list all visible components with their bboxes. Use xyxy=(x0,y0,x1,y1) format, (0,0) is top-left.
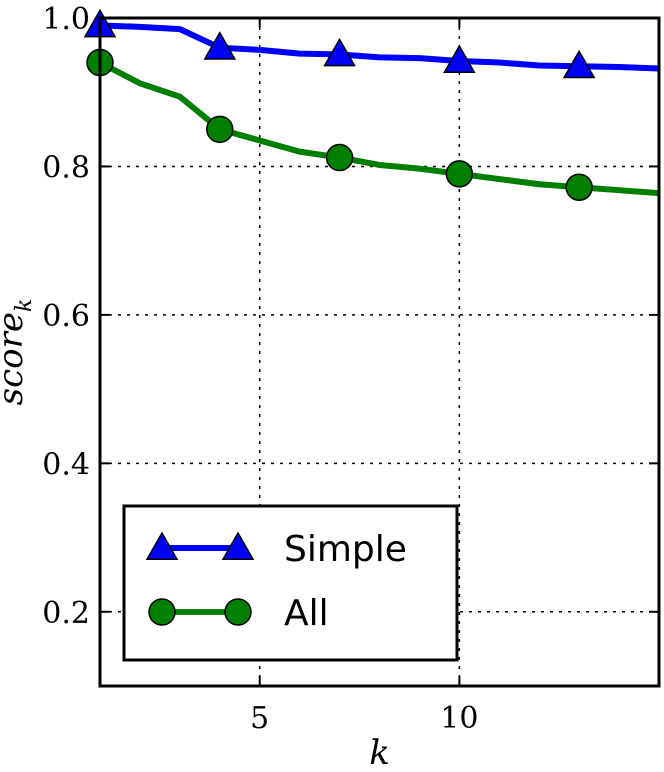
x-tick-label: 10 xyxy=(440,701,478,736)
legend-label: All xyxy=(284,593,329,634)
data-point-simple xyxy=(562,49,596,79)
data-point-all xyxy=(206,115,234,144)
legend-box xyxy=(122,504,459,662)
legend-label: Simple xyxy=(284,529,407,570)
y-axis-label-base: score xyxy=(0,312,31,405)
legend-marker xyxy=(224,598,252,626)
plot-frame xyxy=(98,16,661,688)
data-point-all xyxy=(325,143,354,172)
data-point-simple xyxy=(323,37,356,67)
y-tick-label: 0.4 xyxy=(42,447,90,482)
series-line-all xyxy=(100,59,659,197)
series-all xyxy=(86,48,659,201)
series-layer xyxy=(83,8,659,201)
data-point-simple xyxy=(443,44,476,74)
legend: Simple All xyxy=(122,504,459,662)
legend-marker xyxy=(221,531,255,560)
legend-item-simple: Simple xyxy=(145,529,407,570)
y-axis-label: scorek xyxy=(0,299,37,406)
y-tick-label: 0.6 xyxy=(42,299,90,334)
data-point-all xyxy=(565,173,593,201)
y-tick-label: 0.8 xyxy=(42,150,90,185)
tick-layer: 5 10 0.2 0.4 0.6 0.8 1.0 xyxy=(42,2,659,736)
x-axis-label: k xyxy=(369,733,390,772)
y-axis-label-subscript: k xyxy=(12,299,37,312)
series-line-simple xyxy=(100,22,659,72)
data-point-all xyxy=(445,160,474,188)
y-tick-label: 1.0 xyxy=(42,2,90,37)
legend-marker xyxy=(148,598,176,626)
y-tick-label: 0.2 xyxy=(42,596,90,631)
series-simple xyxy=(83,8,659,79)
x-tick-label: 5 xyxy=(250,701,269,736)
legend-item-all: All xyxy=(148,593,329,634)
legend-marker xyxy=(145,531,179,560)
data-point-simple xyxy=(203,31,237,60)
